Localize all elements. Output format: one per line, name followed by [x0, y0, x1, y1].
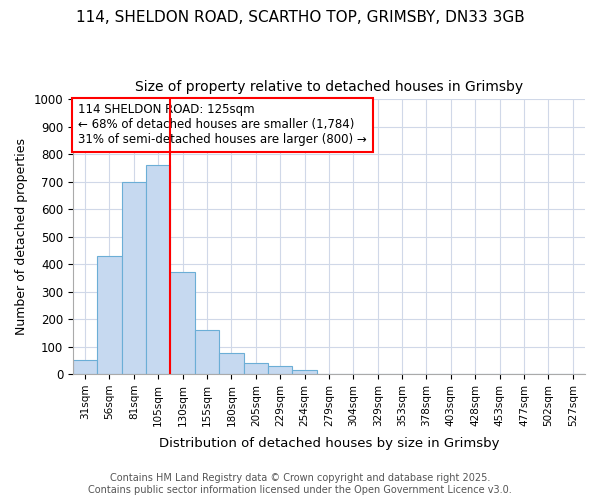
Y-axis label: Number of detached properties: Number of detached properties — [15, 138, 28, 335]
Bar — [146, 166, 170, 374]
Title: Size of property relative to detached houses in Grimsby: Size of property relative to detached ho… — [135, 80, 523, 94]
Text: 114, SHELDON ROAD, SCARTHO TOP, GRIMSBY, DN33 3GB: 114, SHELDON ROAD, SCARTHO TOP, GRIMSBY,… — [76, 10, 524, 25]
Bar — [268, 366, 292, 374]
Bar — [244, 363, 268, 374]
Bar — [195, 330, 219, 374]
Bar — [219, 354, 244, 374]
Bar — [122, 182, 146, 374]
Bar — [73, 360, 97, 374]
Text: Contains HM Land Registry data © Crown copyright and database right 2025.
Contai: Contains HM Land Registry data © Crown c… — [88, 474, 512, 495]
Bar — [292, 370, 317, 374]
Bar — [170, 272, 195, 374]
X-axis label: Distribution of detached houses by size in Grimsby: Distribution of detached houses by size … — [159, 437, 499, 450]
Text: 114 SHELDON ROAD: 125sqm
← 68% of detached houses are smaller (1,784)
31% of sem: 114 SHELDON ROAD: 125sqm ← 68% of detach… — [78, 104, 367, 146]
Bar — [97, 256, 122, 374]
